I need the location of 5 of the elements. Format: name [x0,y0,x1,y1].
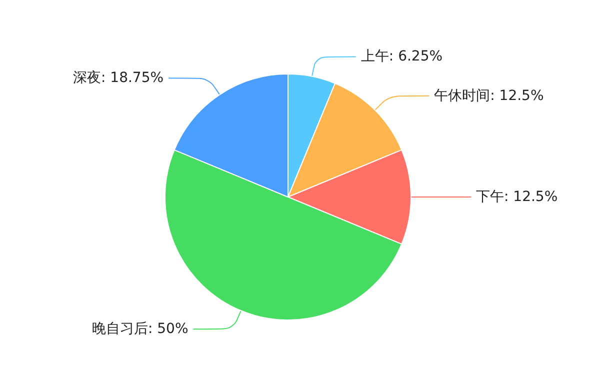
slice-label: 下午: 12.5% [476,189,558,205]
slice-label: 上午: 6.25% [360,48,443,65]
slice-label: 午休时间: 12.5% [434,88,544,104]
slice-label: 晚自习后: 50% [92,321,188,338]
slice-label: 深夜: 18.75% [72,70,164,86]
